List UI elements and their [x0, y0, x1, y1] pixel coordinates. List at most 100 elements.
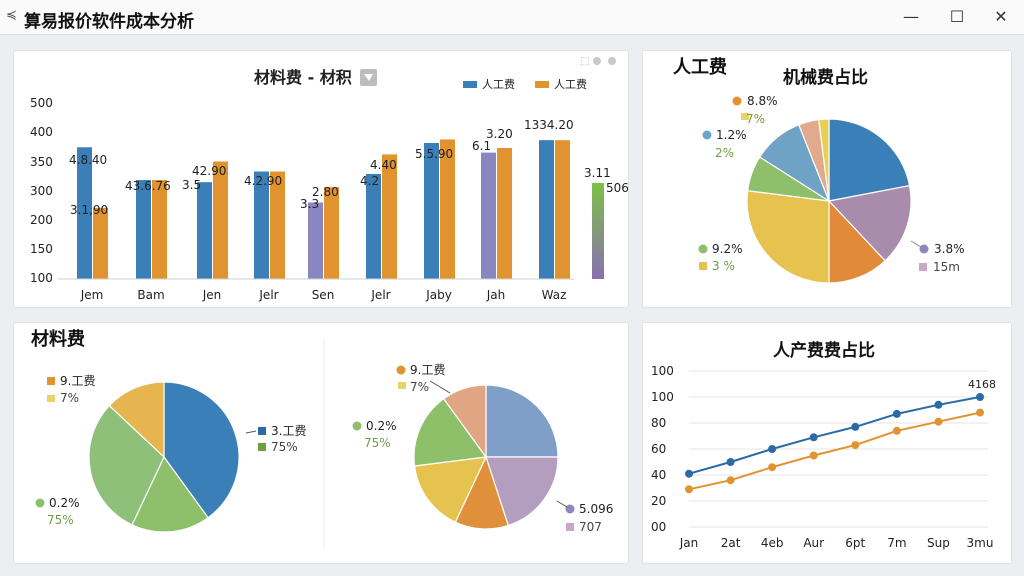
gear-icon[interactable]	[593, 57, 601, 65]
bar-chart-legend: 人工费 人工费	[463, 78, 587, 91]
maximize-icon[interactable]: ☐	[949, 7, 965, 26]
material-pie-panel: 材料费 9.工费 7% 3.工费 75% 0.2% 75% 9.工费 7%	[13, 322, 629, 564]
bar-series2-bar	[152, 180, 167, 279]
bar-chart-title: 材料费 - 材积	[254, 68, 352, 87]
select-icon[interactable]: ⬚	[580, 56, 589, 67]
bar-chart-data-labels: 4.8.40 3.1,90 43.6.76 42.903.5 4.2.90 3.32.80…	[69, 118, 574, 217]
pie2-label-c-sub: 75%	[47, 513, 74, 527]
pie3-slices	[413, 384, 559, 530]
pie2-label-b: 3.工费 75%	[258, 424, 306, 454]
pie2-slices	[88, 381, 240, 533]
line-y-tick: 00	[651, 520, 666, 534]
bar-series1-bar	[366, 173, 381, 279]
material-pie-charts: 材料费 9.工费 7% 3.工费 75% 0.2% 75% 9.工费 7%	[31, 328, 613, 549]
pie2-slice	[88, 404, 165, 526]
side-label-1: 3.11	[584, 166, 611, 180]
bar-series1-bar	[308, 202, 323, 279]
window-title: 算易报价软件成本分析	[24, 12, 194, 32]
bar-series1-bar	[481, 152, 496, 279]
bar-data-label: 43.6.76	[125, 179, 171, 193]
pie2-label-c: 0.2% 75%	[35, 496, 80, 527]
line-end-label: 4168	[968, 378, 996, 391]
bar-chart-y-axis: 500 400 350 300 200 150 100	[30, 96, 53, 285]
filter-icon-glyph[interactable]	[364, 74, 373, 81]
line-point	[934, 417, 943, 426]
line-point	[726, 476, 735, 485]
bar-series2-bar	[497, 147, 512, 279]
labor-pie-chart: 人工费 机械费占比 8.8% 7% 1.2% 2% 9.2% 3 % 3.8% …	[673, 57, 965, 284]
pie1-slice	[746, 190, 830, 284]
menu-icon[interactable]: ≼	[6, 8, 17, 23]
line-point	[976, 393, 984, 401]
bar-x-tick: Sen	[312, 288, 335, 302]
line-point	[768, 445, 777, 453]
minimize-icon[interactable]: —	[903, 7, 919, 26]
bar-y-tick: 500	[30, 96, 53, 110]
line-x-tick: 3mu	[967, 536, 994, 550]
bar-x-tick: Bam	[137, 288, 164, 302]
pie1-slice	[827, 184, 912, 262]
line-point	[685, 469, 693, 478]
bar-series1-bar	[539, 140, 554, 279]
line-point	[934, 400, 943, 409]
bar-data-label: 3.1,90	[70, 203, 108, 217]
pie1-label-d: 3.8% 15m	[919, 242, 965, 274]
bar-series2-bar	[324, 187, 339, 279]
line-y-tick: 80	[651, 416, 666, 430]
line-point	[726, 458, 735, 466]
line-y-tick: 60	[651, 442, 666, 456]
pie2-label-a: 9.工费 7%	[47, 374, 95, 405]
bar-series2-bar	[440, 139, 455, 279]
pie1-label-a: 8.8% 7%	[732, 94, 778, 126]
pie1-slice	[828, 118, 911, 202]
pie1-slice	[828, 199, 886, 284]
bar-series2-bar	[93, 207, 108, 279]
line-series-2	[688, 411, 981, 491]
pie3-leader-top	[429, 380, 451, 394]
line-y-tick: 40	[651, 468, 666, 482]
pie3-label-b: 0.2% 75%	[352, 419, 397, 450]
pie3-leader	[556, 500, 568, 508]
bar-chart-x-axis: Jem Bam Jen Jelr Sen Jelr Jaby Jah Waz	[80, 288, 567, 302]
line-x-tick: Jan	[679, 536, 699, 550]
pie3-slice	[485, 384, 559, 458]
bar-series2-bar	[382, 154, 397, 279]
labor-heading: 人工费	[673, 57, 727, 78]
bar-data-label: 1334.20	[524, 118, 574, 132]
pie3-label-c-value: 5.096	[579, 502, 613, 516]
pie2-label-a-sub: 7%	[60, 391, 79, 405]
labor-pie-panel: 人工费 机械费占比 8.8% 7% 1.2% 2% 9.2% 3 % 3.8% …	[642, 50, 1012, 308]
bar-x-tick: Jelr	[258, 288, 278, 302]
line-chart-y-axis: 00 20 40 60 80 100 100	[651, 364, 674, 534]
bar-chart: 材料费 - 材积 ⬚ 人工费 人工费 500400350300200150100 …	[30, 56, 629, 302]
bar-data-label: 6.1	[472, 139, 491, 153]
close-icon[interactable]: ✕	[994, 7, 1008, 26]
bar-data-label: 5.5.90	[415, 147, 453, 161]
machinery-pie-title: 机械费占比	[783, 67, 868, 88]
bar-series1-bar	[136, 180, 151, 279]
bar-data-label: 4.2	[360, 174, 379, 188]
pie3-slice	[442, 384, 487, 459]
pie2-slice	[108, 381, 165, 459]
line-y-tick: 20	[651, 494, 666, 508]
pie1-label-a-sub: 7%	[746, 112, 765, 126]
line-point	[892, 426, 901, 435]
legend-swatch-blue	[463, 81, 477, 88]
line-point	[976, 408, 984, 417]
pie1-label-a-value: 8.8%	[747, 94, 778, 108]
pie3-label-b-sub: 75%	[364, 436, 391, 450]
bar-chart-bars	[58, 139, 574, 280]
material-heading: 材料费	[31, 328, 85, 350]
pie1-label-b: 1.2% 2%	[702, 128, 747, 160]
bar-x-tick: Jen	[202, 288, 222, 302]
pie1-label-d-sub: 15m	[933, 260, 960, 274]
line-point	[768, 463, 777, 472]
pie2-slice	[131, 455, 209, 533]
close-small-icon[interactable]	[608, 57, 616, 65]
title-bar: ≼ 算易报价软件成本分析 — ☐ ✕	[0, 0, 1024, 35]
pie2-label-b-sub: 75%	[271, 440, 298, 454]
line-point	[809, 451, 818, 460]
bar-x-tick: Jah	[486, 288, 506, 302]
pie1-label-b-value: 1.2%	[716, 128, 747, 142]
line-chart-title: 人产费费占比	[773, 340, 875, 361]
